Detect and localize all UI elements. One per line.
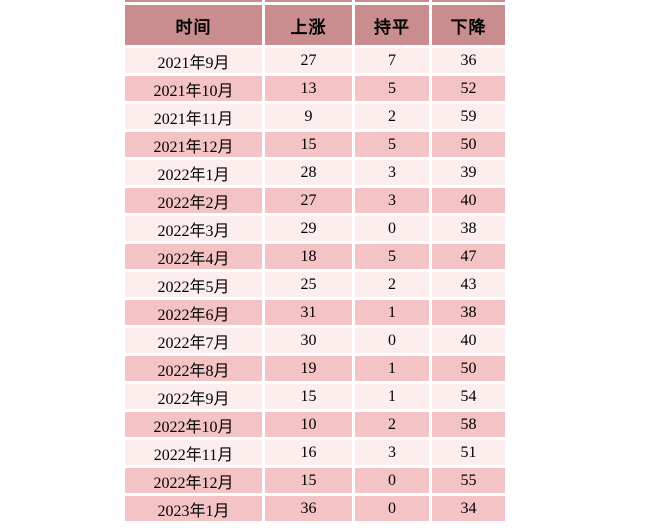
top-edge-cell [432,0,505,2]
column-header-flat: 持平 [355,5,429,45]
value-cell: 3 [355,188,429,213]
value-cell: 0 [355,496,429,521]
value-cell: 0 [355,468,429,493]
value-cell: 5 [355,132,429,157]
value-cell: 0 [355,328,429,353]
value-cell: 47 [432,244,505,269]
value-cell: 40 [432,188,505,213]
table-container: 时间 上涨 持平 下降 2021年9月 27 7 36 2021年10月 13 5 52 202… [122,0,508,524]
table-body: 2021年9月 27 7 36 2021年10月 13 5 52 2021年11月 9 2 59 202… [125,48,505,521]
table-row: 2022年7月 30 0 40 [125,328,505,353]
value-cell: 2 [355,412,429,437]
value-cell: 1 [355,356,429,381]
time-cell: 2022年11月 [125,440,262,465]
time-cell: 2023年1月 [125,496,262,521]
top-edge-cell [355,0,429,2]
value-cell: 5 [355,244,429,269]
table-row: 2022年5月 25 2 43 [125,272,505,297]
column-header-up: 上涨 [265,5,352,45]
value-cell: 27 [265,48,352,73]
time-cell: 2022年1月 [125,160,262,185]
value-cell: 1 [355,300,429,325]
time-cell: 2021年12月 [125,132,262,157]
value-cell: 15 [265,468,352,493]
time-cell: 2022年9月 [125,384,262,409]
value-cell: 38 [432,300,505,325]
time-cell: 2022年12月 [125,468,262,493]
value-cell: 29 [265,216,352,241]
value-cell: 10 [265,412,352,437]
value-cell: 1 [355,384,429,409]
value-cell: 36 [432,48,505,73]
table-row: 2022年2月 27 3 40 [125,188,505,213]
value-cell: 19 [265,356,352,381]
value-cell: 52 [432,76,505,101]
value-cell: 50 [432,356,505,381]
value-cell: 15 [265,132,352,157]
time-cell: 2022年4月 [125,244,262,269]
value-cell: 2 [355,272,429,297]
time-cell: 2022年6月 [125,300,262,325]
table-row: 2022年10月 10 2 58 [125,412,505,437]
value-cell: 3 [355,440,429,465]
table-row: 2023年1月 36 0 34 [125,496,505,521]
value-cell: 7 [355,48,429,73]
value-cell: 0 [355,216,429,241]
time-cell: 2022年3月 [125,216,262,241]
value-cell: 59 [432,104,505,129]
column-header-time: 时间 [125,5,262,45]
time-cell: 2022年8月 [125,356,262,381]
table-row: 2022年8月 19 1 50 [125,356,505,381]
table-row: 2021年11月 9 2 59 [125,104,505,129]
value-cell: 5 [355,76,429,101]
value-cell: 36 [265,496,352,521]
value-cell: 50 [432,132,505,157]
value-cell: 34 [432,496,505,521]
time-cell: 2022年2月 [125,188,262,213]
value-cell: 28 [265,160,352,185]
time-cell: 2021年11月 [125,104,262,129]
top-edge-cell [125,0,262,2]
value-cell: 9 [265,104,352,129]
table-row: 2021年12月 15 5 50 [125,132,505,157]
table-row: 2021年9月 27 7 36 [125,48,505,73]
value-cell: 30 [265,328,352,353]
value-cell: 2 [355,104,429,129]
value-cell: 43 [432,272,505,297]
table-row: 2022年4月 18 5 47 [125,244,505,269]
value-cell: 55 [432,468,505,493]
value-cell: 3 [355,160,429,185]
top-edge-cell [265,0,352,2]
column-header-down: 下降 [432,5,505,45]
monthly-price-table: 时间 上涨 持平 下降 2021年9月 27 7 36 2021年10月 13 5 52 202… [122,0,508,524]
value-cell: 16 [265,440,352,465]
value-cell: 38 [432,216,505,241]
table-row: 2021年10月 13 5 52 [125,76,505,101]
table-header-row: 时间 上涨 持平 下降 [125,5,505,45]
value-cell: 40 [432,328,505,353]
value-cell: 27 [265,188,352,213]
time-cell: 2021年9月 [125,48,262,73]
table-row: 2022年1月 28 3 39 [125,160,505,185]
time-cell: 2021年10月 [125,76,262,101]
table-row: 2022年11月 16 3 51 [125,440,505,465]
table-top-edge-row [125,0,505,2]
value-cell: 25 [265,272,352,297]
value-cell: 54 [432,384,505,409]
value-cell: 51 [432,440,505,465]
table-row: 2022年6月 31 1 38 [125,300,505,325]
value-cell: 31 [265,300,352,325]
time-cell: 2022年10月 [125,412,262,437]
time-cell: 2022年5月 [125,272,262,297]
table-row: 2022年12月 15 0 55 [125,468,505,493]
value-cell: 18 [265,244,352,269]
table-row: 2022年3月 29 0 38 [125,216,505,241]
value-cell: 39 [432,160,505,185]
time-cell: 2022年7月 [125,328,262,353]
value-cell: 15 [265,384,352,409]
table-row: 2022年9月 15 1 54 [125,384,505,409]
value-cell: 13 [265,76,352,101]
value-cell: 58 [432,412,505,437]
